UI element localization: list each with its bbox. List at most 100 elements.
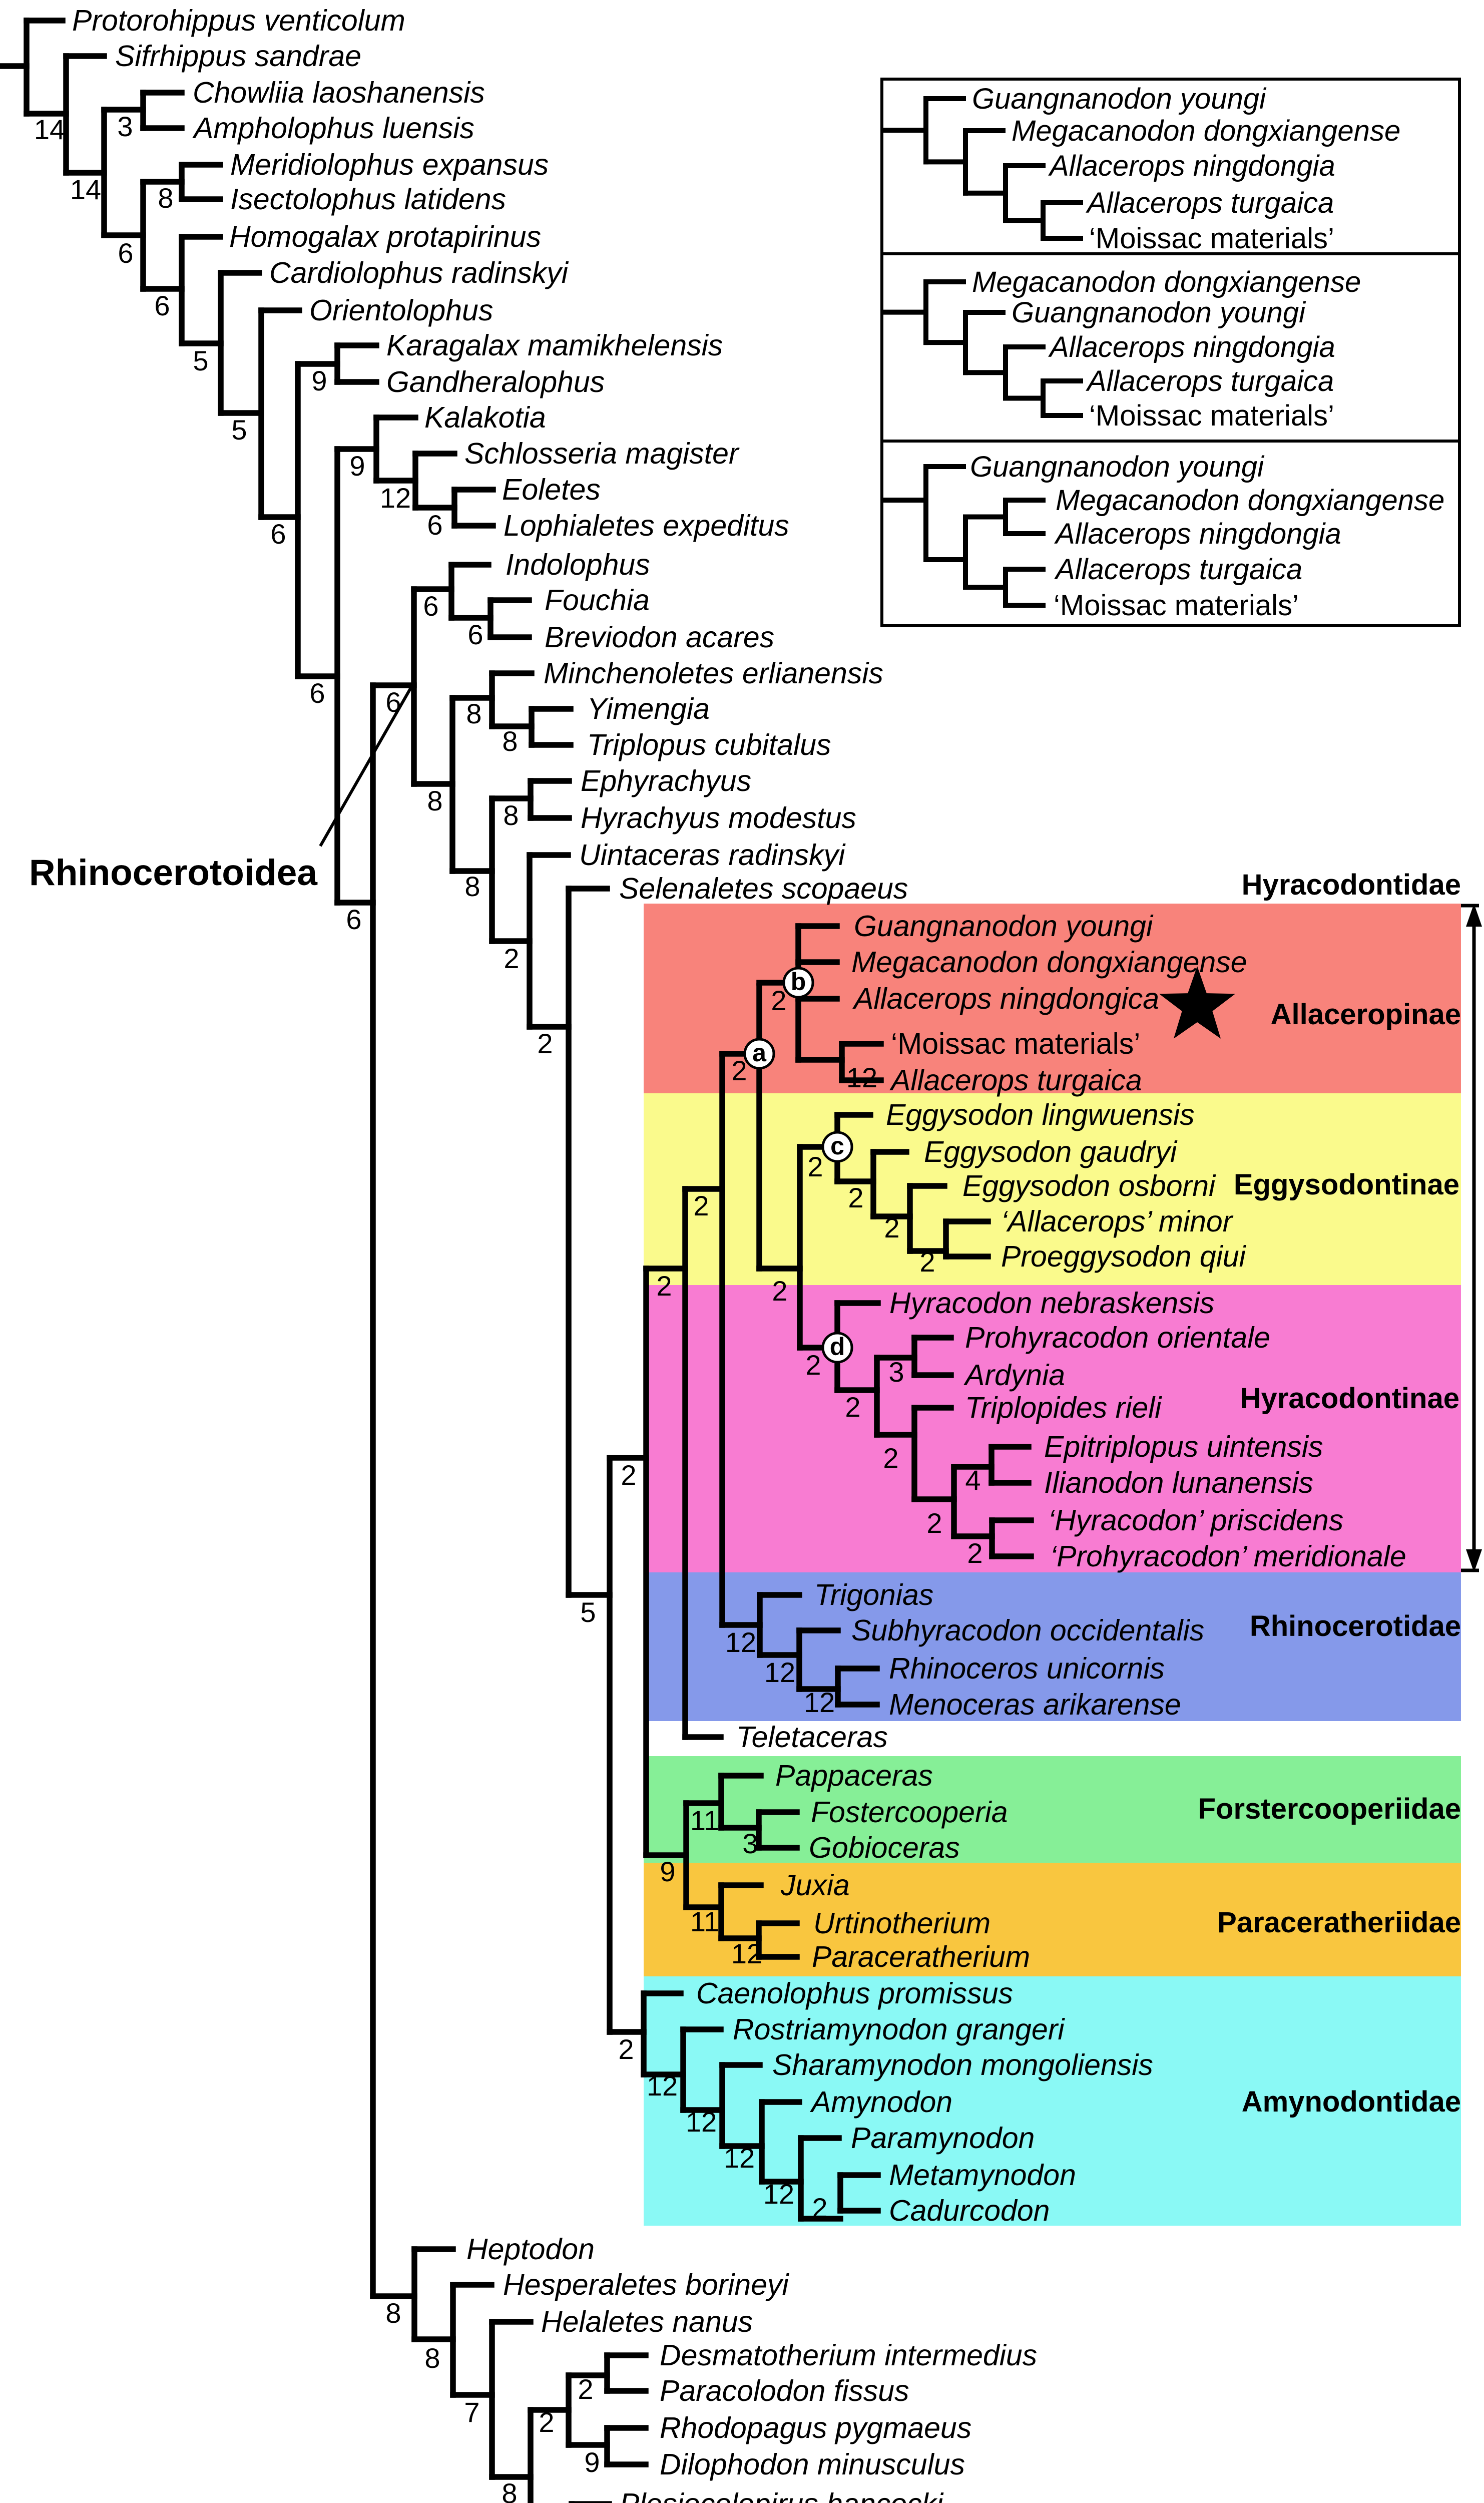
svg-text:Allacerops turgaica: Allacerops turgaica: [1086, 187, 1334, 219]
svg-text:Homogalax protapirinus: Homogalax protapirinus: [229, 220, 541, 253]
svg-text:9: 9: [660, 1856, 675, 1887]
svg-text:‘Moissac materials’: ‘Moissac materials’: [891, 1027, 1140, 1060]
svg-text:a: a: [752, 1039, 767, 1067]
svg-text:Dilophodon minusculus: Dilophodon minusculus: [660, 2448, 965, 2481]
svg-text:Eggysodon gaudryi: Eggysodon gaudryi: [924, 1135, 1178, 1168]
svg-text:Ephyrachyus: Ephyrachyus: [581, 764, 751, 797]
svg-text:9: 9: [311, 365, 327, 396]
svg-text:Amynodon: Amynodon: [810, 2085, 952, 2119]
svg-text:Hyracodontinae: Hyracodontinae: [1240, 1382, 1459, 1415]
svg-text:12: 12: [846, 1062, 877, 1093]
svg-text:8: 8: [464, 871, 480, 902]
svg-text:Isectolophus latidens: Isectolophus latidens: [230, 183, 506, 216]
svg-text:Metamynodon: Metamynodon: [889, 2159, 1076, 2192]
svg-text:Rhinocerotidae: Rhinocerotidae: [1250, 1610, 1461, 1642]
svg-text:Amynodontidae: Amynodontidae: [1242, 2085, 1461, 2118]
svg-text:6: 6: [309, 677, 325, 709]
svg-text:Ilianodon lunanensis: Ilianodon lunanensis: [1044, 1466, 1313, 1499]
svg-text:2: 2: [807, 1151, 823, 1182]
svg-text:Heptodon: Heptodon: [466, 2233, 595, 2266]
svg-text:6: 6: [346, 904, 361, 935]
svg-text:8: 8: [427, 785, 442, 816]
svg-text:2: 2: [812, 2192, 827, 2224]
svg-text:Sharamynodon mongoliensis: Sharamynodon mongoliensis: [772, 2048, 1153, 2081]
svg-text:Allaceropinae: Allaceropinae: [1271, 998, 1461, 1031]
svg-text:Guangnanodon youngi: Guangnanodon youngi: [972, 83, 1267, 115]
svg-text:Guangnanodon youngi: Guangnanodon youngi: [1012, 296, 1306, 329]
svg-text:Juxia: Juxia: [780, 1869, 850, 1902]
svg-text:Paraceratherium: Paraceratherium: [812, 1940, 1030, 1973]
svg-text:4: 4: [965, 1464, 980, 1496]
svg-text:Allacerops turgaica: Allacerops turgaica: [889, 1064, 1142, 1097]
svg-text:2: 2: [537, 1028, 553, 1059]
svg-text:Pappaceras: Pappaceras: [775, 1759, 933, 1792]
svg-text:12: 12: [763, 2178, 794, 2210]
svg-text:c: c: [830, 1132, 844, 1160]
svg-text:2: 2: [731, 1055, 747, 1086]
svg-text:‘Moissac materials’: ‘Moissac materials’: [1089, 222, 1334, 255]
svg-text:Hesperaletes borineyi: Hesperaletes borineyi: [503, 2268, 790, 2301]
svg-text:2: 2: [578, 2373, 593, 2405]
svg-text:Schlosseria magister: Schlosseria magister: [464, 437, 740, 470]
svg-text:8: 8: [466, 698, 481, 729]
svg-text:Caenolophus promissus: Caenolophus promissus: [696, 1977, 1013, 2010]
svg-text:Chowliia laoshanensis: Chowliia laoshanensis: [193, 76, 485, 109]
svg-text:3: 3: [888, 1356, 904, 1388]
svg-text:Cardiolophus radinskyi: Cardiolophus radinskyi: [269, 256, 569, 289]
svg-text:Eggysodontinae: Eggysodontinae: [1234, 1168, 1459, 1201]
svg-text:9: 9: [584, 2446, 600, 2478]
svg-text:12: 12: [647, 2070, 678, 2102]
svg-text:2: 2: [919, 1246, 935, 1278]
svg-text:Teletaceras: Teletaceras: [736, 1721, 888, 1754]
svg-text:2: 2: [926, 1507, 942, 1539]
svg-text:2: 2: [621, 1459, 636, 1491]
svg-text:8: 8: [503, 799, 519, 831]
svg-text:Karagalax mamikhelensis: Karagalax mamikhelensis: [386, 329, 723, 362]
svg-text:‘Hyracodon’ priscidens: ‘Hyracodon’ priscidens: [1048, 1504, 1343, 1537]
svg-text:14: 14: [70, 174, 101, 205]
svg-text:12: 12: [724, 2142, 755, 2174]
svg-text:6: 6: [154, 290, 170, 321]
svg-text:Paramynodon: Paramynodon: [851, 2122, 1035, 2155]
svg-text:Allacerops ningdongica: Allacerops ningdongica: [852, 982, 1159, 1015]
svg-text:Triplopus cubitalus: Triplopus cubitalus: [587, 728, 831, 761]
svg-text:‘Allacerops’ minor: ‘Allacerops’ minor: [1001, 1205, 1234, 1238]
svg-text:Allacerops ningdongia: Allacerops ningdongia: [1048, 331, 1335, 363]
svg-text:Desmatotherium intermedius: Desmatotherium intermedius: [660, 2339, 1037, 2372]
svg-text:Prohyracodon orientale: Prohyracodon orientale: [965, 1321, 1270, 1354]
svg-text:Megacanodon dongxiangense: Megacanodon dongxiangense: [972, 266, 1361, 298]
svg-text:3: 3: [117, 111, 133, 142]
svg-text:2: 2: [504, 943, 519, 974]
svg-text:12: 12: [764, 1656, 795, 1688]
svg-text:2: 2: [967, 1537, 982, 1569]
svg-text:Helaletes nanus: Helaletes nanus: [541, 2305, 753, 2338]
svg-text:Guangnanodon youngi: Guangnanodon youngi: [854, 910, 1154, 943]
svg-text:12: 12: [380, 482, 411, 514]
svg-text:8: 8: [385, 2297, 401, 2329]
svg-text:12: 12: [804, 1687, 835, 1718]
svg-text:2: 2: [771, 985, 786, 1016]
svg-text:5: 5: [580, 1596, 596, 1628]
svg-text:Paracolodon fissus: Paracolodon fissus: [660, 2374, 909, 2407]
svg-text:Yimengia: Yimengia: [587, 692, 710, 725]
svg-text:2: 2: [656, 1270, 672, 1302]
svg-text:Sifrhippus sandrae: Sifrhippus sandrae: [115, 40, 361, 73]
svg-text:Megacanodon dongxiangense: Megacanodon dongxiangense: [1012, 115, 1400, 147]
svg-text:Proeggysodon qiui: Proeggysodon qiui: [1001, 1240, 1247, 1273]
svg-text:Selenaletes scopaeus: Selenaletes scopaeus: [619, 872, 908, 905]
svg-text:2: 2: [883, 1442, 898, 1474]
svg-text:Ampholophus luensis: Ampholophus luensis: [192, 112, 474, 145]
svg-text:2: 2: [772, 1275, 787, 1307]
svg-text:Allacerops ningdongia: Allacerops ningdongia: [1054, 518, 1341, 550]
svg-text:Gandheralophus: Gandheralophus: [386, 365, 605, 398]
svg-text:8: 8: [502, 725, 518, 757]
svg-text:Minchenoletes erlianensis: Minchenoletes erlianensis: [544, 657, 883, 690]
svg-text:Paraceratheriidae: Paraceratheriidae: [1217, 1906, 1461, 1939]
svg-text:12: 12: [686, 2106, 717, 2138]
svg-text:Forstercooperiidae: Forstercooperiidae: [1198, 1793, 1461, 1825]
svg-text:Guangnanodon youngi: Guangnanodon youngi: [970, 451, 1265, 483]
svg-text:Plesiocolopirus hancocki: Plesiocolopirus hancocki: [620, 2487, 944, 2503]
svg-text:Cadurcodon: Cadurcodon: [889, 2194, 1050, 2227]
svg-text:Allacerops turgaica: Allacerops turgaica: [1086, 365, 1334, 397]
svg-text:Indolophus: Indolophus: [506, 548, 650, 581]
